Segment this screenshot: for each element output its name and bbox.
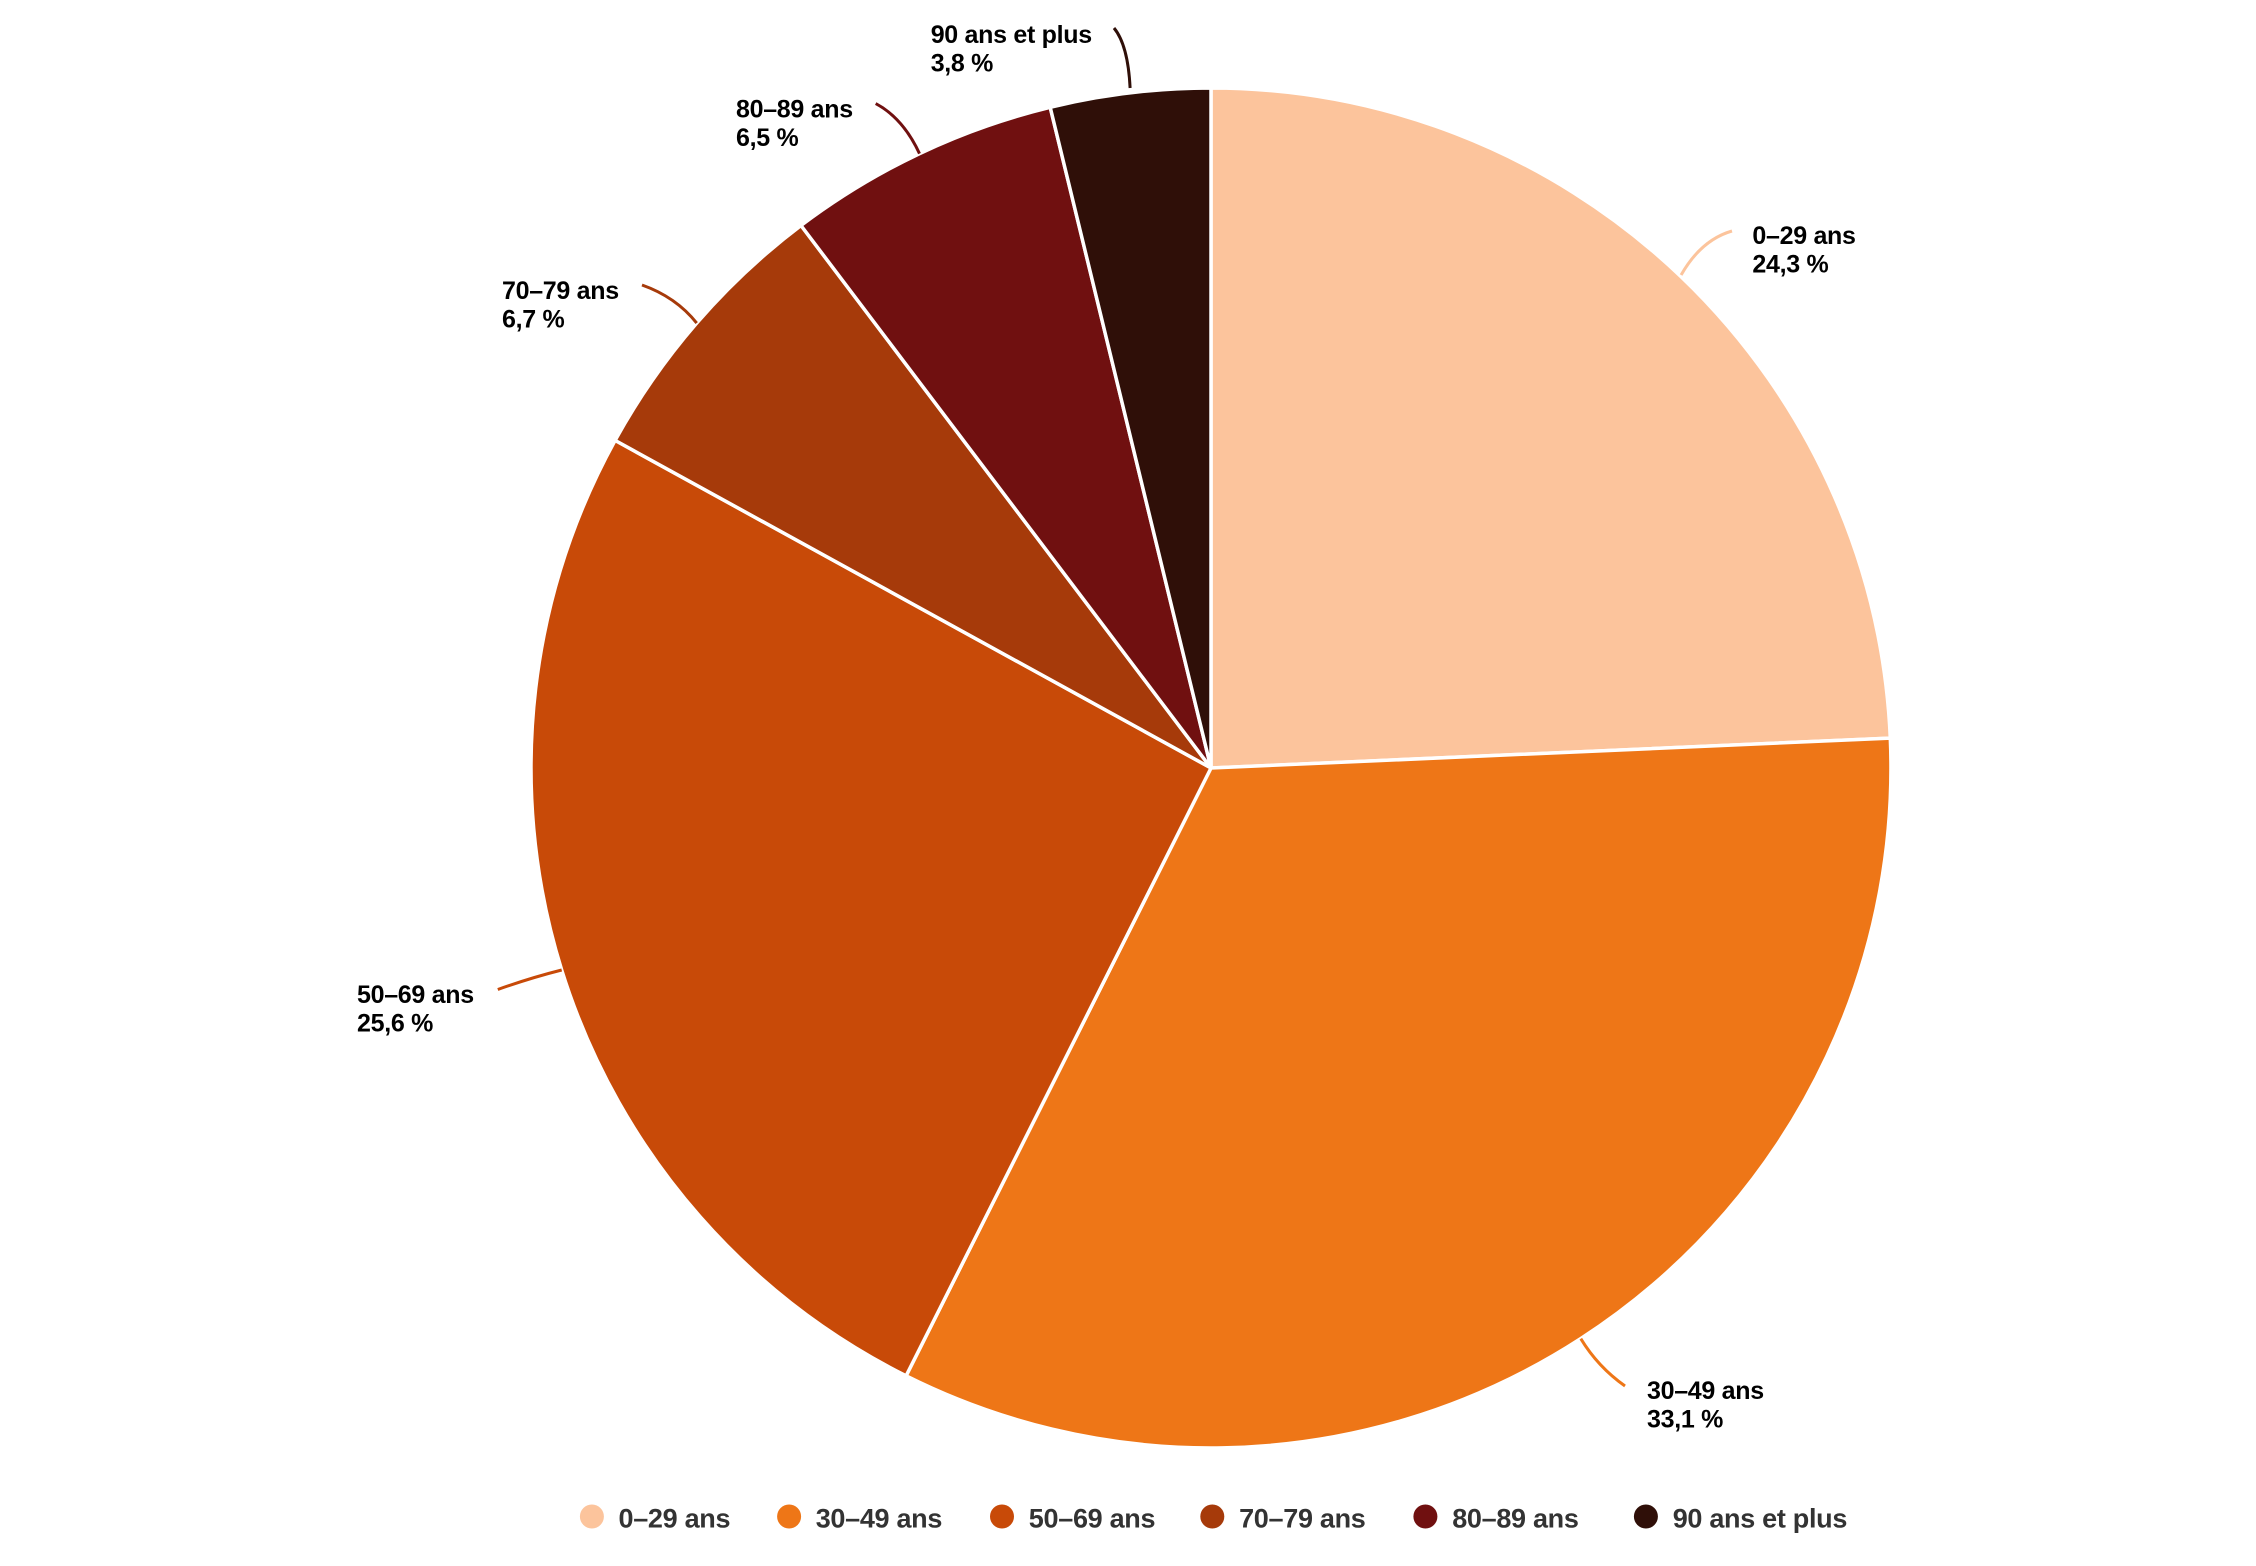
svg-text:3,8 %: 3,8 % (931, 49, 993, 77)
svg-text:90 ans et plus: 90 ans et plus (1673, 1504, 1847, 1534)
svg-text:50–69 ans: 50–69 ans (1029, 1504, 1155, 1534)
svg-text:70–79 ans: 70–79 ans (1239, 1504, 1365, 1534)
svg-text:30–49 ans: 30–49 ans (816, 1504, 942, 1534)
svg-text:70–79 ans: 70–79 ans (502, 277, 619, 305)
svg-text:6,7 %: 6,7 % (502, 306, 564, 334)
svg-text:25,6 %: 25,6 % (357, 1010, 433, 1038)
svg-text:80–89 ans: 80–89 ans (736, 96, 853, 124)
svg-text:0–29 ans: 0–29 ans (1752, 222, 1855, 250)
svg-text:30–49 ans: 30–49 ans (1647, 1377, 1764, 1405)
svg-text:90 ans et plus: 90 ans et plus (931, 21, 1092, 49)
svg-text:6,5 %: 6,5 % (736, 124, 798, 152)
svg-text:80–89 ans: 80–89 ans (1452, 1504, 1578, 1534)
svg-text:50–69 ans: 50–69 ans (357, 981, 474, 1009)
svg-text:33,1 %: 33,1 % (1647, 1406, 1723, 1434)
svg-text:0–29 ans: 0–29 ans (619, 1504, 731, 1534)
svg-text:24,3 %: 24,3 % (1752, 251, 1828, 279)
